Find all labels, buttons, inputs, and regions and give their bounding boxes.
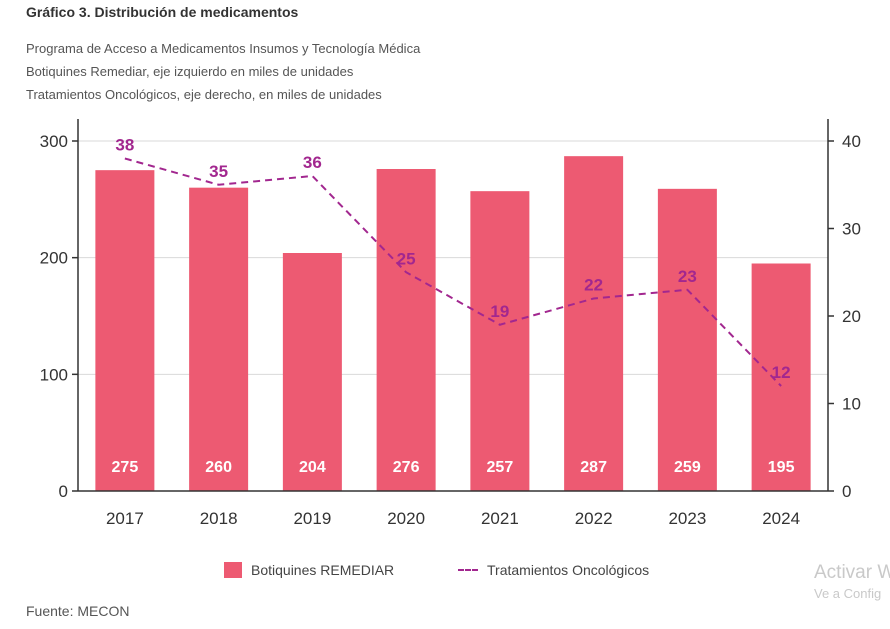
right-axis-note: Tratamientos Oncológicos, eje derecho, e… bbox=[26, 87, 382, 102]
x-tick-label: 2019 bbox=[293, 509, 331, 528]
line-value-label: 23 bbox=[678, 267, 697, 286]
bar-swatch-icon bbox=[224, 562, 242, 578]
dashed-line-icon bbox=[458, 569, 478, 571]
source-note: Fuente: MECON bbox=[26, 603, 130, 619]
bar bbox=[282, 253, 342, 491]
activation-watermark: Activar W bbox=[814, 562, 890, 583]
legend-bar-label: Botiquines REMEDIAR bbox=[251, 562, 395, 578]
x-tick-label: 2023 bbox=[668, 509, 706, 528]
bar-value-label: 287 bbox=[580, 459, 607, 476]
left-tick-label: 300 bbox=[40, 132, 68, 151]
left-tick-label: 0 bbox=[59, 482, 68, 501]
line-value-label: 36 bbox=[303, 153, 322, 172]
bar bbox=[657, 188, 717, 492]
bar-value-label: 259 bbox=[674, 459, 701, 476]
bar-value-label: 276 bbox=[393, 459, 420, 476]
right-tick-label: 40 bbox=[842, 132, 861, 151]
line-value-label: 22 bbox=[584, 276, 603, 295]
bar bbox=[751, 263, 811, 491]
left-tick-label: 100 bbox=[40, 365, 68, 384]
chart-title: Gráfico 3. Distribución de medicamentos bbox=[26, 4, 299, 20]
bar-value-label: 204 bbox=[299, 459, 326, 476]
line-value-label: 12 bbox=[772, 363, 791, 382]
bar bbox=[189, 187, 249, 491]
right-tick-label: 30 bbox=[842, 220, 861, 239]
right-tick-label: 20 bbox=[842, 307, 861, 326]
left-tick-label: 200 bbox=[40, 249, 68, 268]
x-tick-label: 2017 bbox=[106, 509, 144, 528]
bar bbox=[470, 191, 530, 491]
oncology-series-line bbox=[124, 157, 782, 387]
x-tick-label: 2021 bbox=[481, 509, 519, 528]
bar bbox=[376, 169, 436, 491]
line-value-label: 38 bbox=[115, 136, 134, 155]
line-value-label: 25 bbox=[397, 249, 416, 268]
bar-value-label: 257 bbox=[487, 459, 514, 476]
line-value-label: 35 bbox=[209, 162, 228, 181]
bar-value-label: 275 bbox=[112, 459, 139, 476]
right-tick-label: 0 bbox=[842, 482, 851, 501]
legend-item-line: Tratamientos Oncológicos bbox=[458, 562, 649, 578]
bar bbox=[95, 170, 155, 491]
legend-line-label: Tratamientos Oncológicos bbox=[487, 562, 650, 578]
right-tick-label: 10 bbox=[842, 395, 861, 414]
line-value-label: 19 bbox=[490, 302, 509, 321]
bar-value-label: 260 bbox=[205, 459, 232, 476]
x-tick-label: 2022 bbox=[575, 509, 613, 528]
activation-watermark-sub: Ve a Config bbox=[814, 586, 882, 601]
left-axis-note: Botiquines Remediar, eje izquierdo en mi… bbox=[26, 64, 354, 79]
x-tick-label: 2024 bbox=[762, 509, 800, 528]
x-tick-label: 2020 bbox=[387, 509, 425, 528]
bar bbox=[564, 156, 624, 491]
legend-item-bars: Botiquines REMEDIAR bbox=[224, 562, 394, 578]
chart-subtitle: Programa de Acceso a Medicamentos Insumo… bbox=[26, 41, 421, 56]
x-tick-label: 2018 bbox=[200, 509, 238, 528]
bar-value-label: 195 bbox=[768, 459, 795, 476]
